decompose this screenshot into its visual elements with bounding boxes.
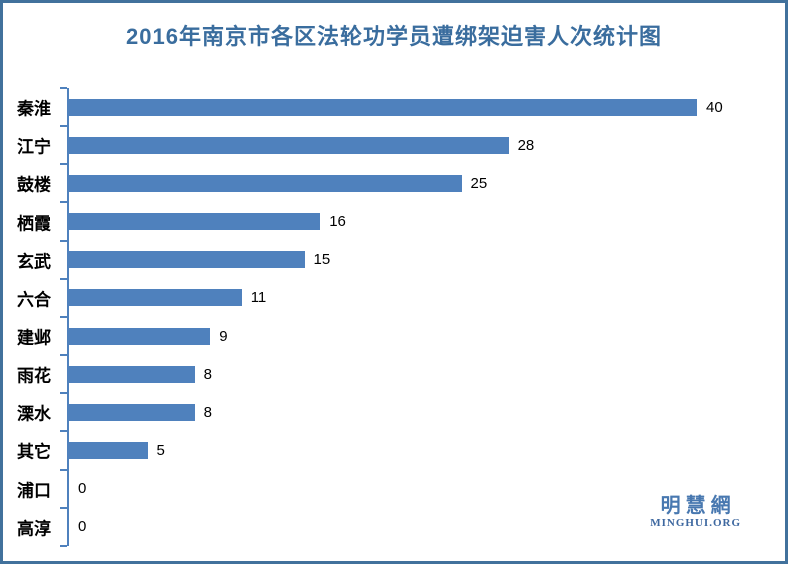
bar <box>69 174 462 192</box>
minghui-logo-cjk: 明慧網 <box>660 495 736 517</box>
bar <box>69 403 195 421</box>
value-label: 25 <box>470 174 488 192</box>
category-label: 浦口 <box>17 481 51 501</box>
bar <box>69 289 242 307</box>
bar-row: 玄武 15 <box>17 239 779 279</box>
bar <box>69 365 195 383</box>
category-label: 秦淮 <box>17 99 51 119</box>
value-label: 8 <box>203 403 212 421</box>
category-label: 溧水 <box>17 404 51 424</box>
chart-title: 2016年南京市各区法轮功学员遭绑架迫害人次统计图 <box>126 24 662 49</box>
bar-row: 鼓楼 25 <box>17 163 779 202</box>
value-label: 8 <box>203 365 212 383</box>
bar-row: 六合 11 <box>17 277 779 317</box>
bar-row: 秦淮 40 <box>17 86 779 126</box>
category-label: 高淳 <box>17 519 51 539</box>
category-axis: 秦淮 40 江宁 28 鼓楼 25 栖霞 16 玄武 15 六合 11 建邺 9… <box>17 86 779 547</box>
bar <box>69 441 148 459</box>
bar-row: 浦口 0 <box>17 468 779 508</box>
value-label: 16 <box>329 213 346 231</box>
value-label: 15 <box>313 251 331 269</box>
category-label: 江宁 <box>17 137 51 157</box>
category-label: 建邺 <box>17 328 51 348</box>
value-label: 5 <box>156 441 165 459</box>
bar-row: 建邺 9 <box>17 315 779 355</box>
bar-row: 雨花 8 <box>17 354 779 393</box>
category-label: 玄武 <box>17 252 51 272</box>
value-label: 9 <box>219 327 228 345</box>
plot-area: 秦淮 40 江宁 28 鼓楼 25 栖霞 16 玄武 15 六合 11 建邺 9… <box>17 86 779 547</box>
value-label: 28 <box>517 136 535 154</box>
category-label: 栖霞 <box>17 214 51 234</box>
category-label: 雨花 <box>17 366 51 386</box>
bar-row: 江宁 28 <box>17 125 779 164</box>
bar <box>69 213 321 231</box>
value-label: 0 <box>78 480 87 498</box>
value-label: 11 <box>250 289 267 307</box>
bar <box>69 327 211 345</box>
category-label: 六合 <box>17 290 51 310</box>
value-label: 40 <box>706 98 723 116</box>
bar-row: 溧水 8 <box>17 392 779 431</box>
bar-row: 栖霞 16 <box>17 201 779 240</box>
category-label: 其它 <box>17 442 51 462</box>
bar <box>69 98 697 116</box>
value-label: 0 <box>78 518 87 536</box>
bar-row: 其它 5 <box>17 430 779 469</box>
bar <box>69 136 509 154</box>
minghui-watermark: 明慧網 MINGHUI.ORG <box>650 495 741 530</box>
minghui-logo-latin: MINGHUI.ORG <box>650 517 741 529</box>
bar-row: 高淳 0 <box>17 506 779 546</box>
category-label: 鼓楼 <box>17 175 51 195</box>
bar <box>69 251 305 269</box>
